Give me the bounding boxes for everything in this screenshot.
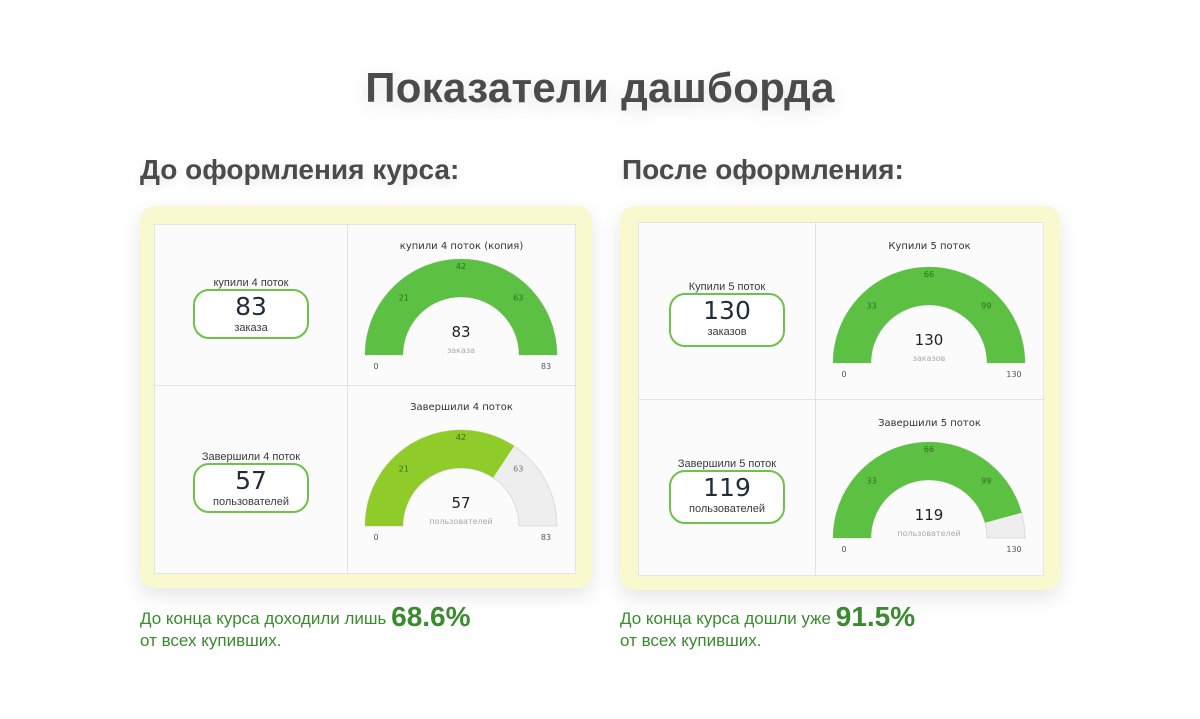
kpi-unit: заказов — [707, 326, 747, 338]
gauge-unit: заказа — [447, 346, 475, 355]
gauge-unit: пользователей — [429, 517, 493, 526]
kpi-box: 119 пользователей — [669, 470, 785, 524]
gauge-tick: 33 — [867, 477, 877, 486]
gauge-value: 119 — [915, 506, 944, 524]
kpi-label: Завершили 4 поток — [201, 451, 301, 463]
footer-text-2: от всех купивших. — [620, 631, 762, 650]
gauge-chart: 21 42 63 0 83 57 пользователей — [364, 429, 558, 542]
before-heading: До оформления курса: — [140, 154, 460, 185]
gauge-max: 130 — [1006, 370, 1021, 379]
kpi-unit: пользователей — [689, 503, 765, 515]
page-title: Показатели дашборда — [365, 64, 835, 111]
after-dashboard-panel: Купили 5 поток 130 заказов Купили 5 пото… — [620, 206, 1060, 590]
gauge-value: 83 — [451, 323, 470, 341]
before-dashboard-panel: купили 4 поток 83 заказа купили 4 поток … — [140, 206, 592, 588]
gauge-min: 0 — [841, 370, 846, 379]
footer-text: До конца курса дошли уже — [620, 609, 832, 628]
before-dashboard: купили 4 поток 83 заказа купили 4 поток … — [154, 224, 576, 574]
gauge-tick: 63 — [513, 294, 523, 303]
kpi-unit: пользователей — [213, 496, 289, 508]
gauge-tick: 99 — [981, 302, 991, 311]
gauge-tick: 21 — [399, 294, 409, 303]
kpi-unit: заказа — [234, 322, 268, 334]
kpi-value: 130 — [703, 296, 751, 325]
gauge-tick: 66 — [924, 270, 934, 279]
gauge-unit: пользователей — [897, 529, 961, 538]
kpi-label: Купили 5 поток — [688, 281, 766, 293]
gauge-min: 0 — [373, 362, 378, 371]
kpi-value: 83 — [235, 292, 267, 321]
gauge-tile-finished-4[interactable]: Завершили 4 поток 21 42 63 0 83 57 пользовател… — [348, 386, 575, 573]
gauge-tile-bought-4[interactable]: купили 4 поток (копия) 21 42 63 0 83 83 заказа — [348, 225, 575, 385]
kpi-tile-finished-4[interactable]: Завершили 4 поток 57 пользователей — [155, 386, 347, 573]
gauge-fill — [365, 430, 515, 526]
before-footer: До конца курса доходили лишь 68.6% от вс… — [140, 603, 471, 652]
footer-percent: 91.5% — [835, 601, 916, 632]
gauge-tick: 66 — [924, 445, 934, 454]
kpi-tile-bought-5[interactable]: Купили 5 поток 130 заказов — [639, 223, 815, 399]
gauge-title: Купили 5 поток — [888, 241, 971, 252]
gauge-chart: 21 42 63 0 83 83 заказа — [364, 258, 558, 371]
gauge-tick: 33 — [867, 302, 877, 311]
gauge-chart: 33 66 99 0 130 130 заказов — [832, 266, 1026, 379]
gauge-min: 0 — [373, 533, 378, 542]
gauge-title: купили 4 поток (копия) — [399, 241, 524, 252]
gauge-tick: 42 — [456, 433, 466, 442]
kpi-box: 57 пользователей — [193, 463, 309, 513]
after-footer: До конца курса дошли уже 91.5% от всех к… — [620, 603, 915, 652]
kpi-box: 83 заказа — [193, 289, 309, 339]
gauge-tile-bought-5[interactable]: Купили 5 поток 33 66 99 0 130 130 заказов — [816, 223, 1043, 399]
after-dashboard: Купили 5 поток 130 заказов Купили 5 пото… — [638, 222, 1044, 576]
after-heading: После оформления: — [622, 154, 904, 185]
kpi-label: купили 4 поток — [213, 277, 289, 289]
gauge-tick: 42 — [456, 262, 466, 271]
kpi-tile-finished-5[interactable]: Завершили 5 поток 119 пользователей — [639, 400, 815, 575]
gauge-max: 130 — [1006, 545, 1021, 554]
gauge-value: 130 — [915, 331, 944, 349]
gauge-fill — [365, 259, 557, 355]
gauge-max: 83 — [541, 362, 551, 371]
gauge-min: 0 — [841, 545, 846, 554]
kpi-label: Завершили 5 поток — [677, 458, 777, 470]
gauge-title: Завершили 4 поток — [410, 402, 513, 413]
gauge-tile-finished-5[interactable]: Завершили 5 поток 33 66 99 0 130 119 пользоват… — [816, 400, 1043, 575]
gauge-value: 57 — [451, 494, 470, 512]
kpi-value: 57 — [235, 466, 267, 495]
kpi-value: 119 — [703, 473, 751, 502]
kpi-tile-bought-4[interactable]: купили 4 поток 83 заказа — [155, 225, 347, 385]
kpi-box: 130 заказов — [669, 293, 785, 347]
gauge-tick: 63 — [513, 465, 523, 474]
gauge-chart: 33 66 99 0 130 119 пользователей — [832, 441, 1026, 554]
gauge-max: 83 — [541, 533, 551, 542]
footer-percent: 68.6% — [391, 601, 471, 632]
footer-text-2: от всех купивших. — [140, 631, 282, 650]
gauge-tick: 21 — [399, 465, 409, 474]
footer-text: До конца курса доходили лишь — [140, 609, 387, 628]
gauge-fill — [833, 442, 1022, 538]
gauge-fill — [833, 267, 1025, 363]
gauge-tick: 99 — [981, 477, 991, 486]
gauge-unit: заказов — [913, 354, 946, 363]
gauge-title: Завершили 5 поток — [878, 418, 981, 429]
